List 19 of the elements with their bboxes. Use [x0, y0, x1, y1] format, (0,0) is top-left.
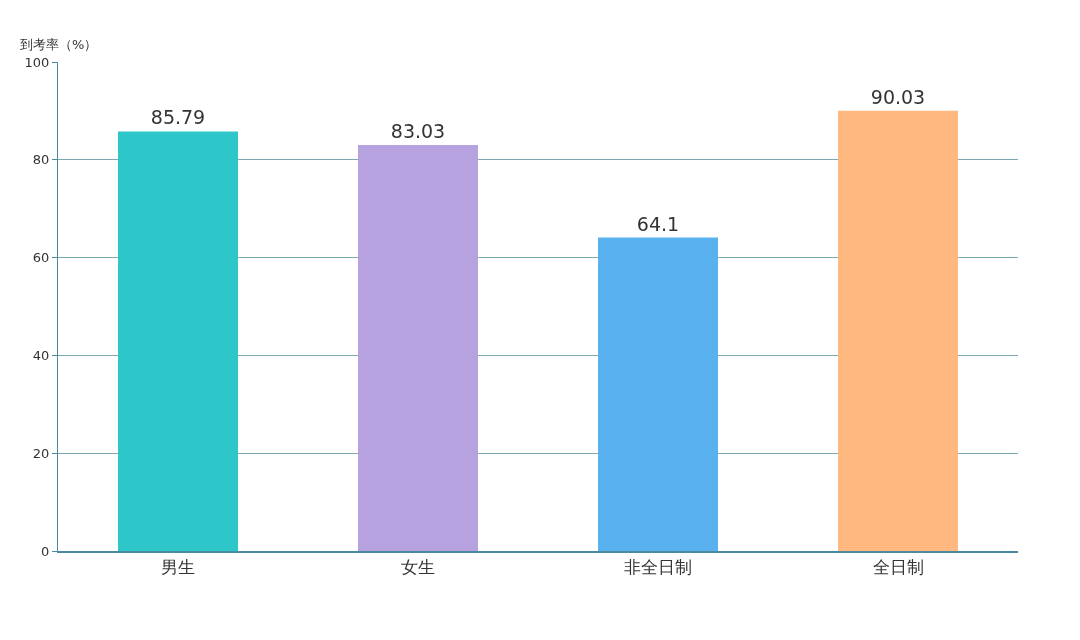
- y-tick-label: 80: [32, 152, 50, 168]
- bar: [598, 237, 718, 551]
- y-tick-label: 0: [41, 543, 50, 559]
- data-label: 83.03: [390, 119, 446, 142]
- y-tick-label: 40: [32, 347, 50, 363]
- x-tick-label: 男生: [161, 557, 195, 578]
- bar: [358, 144, 478, 551]
- data-label: 85.79: [150, 106, 206, 129]
- x-tick-label: 全日制: [872, 557, 924, 578]
- x-tick-label: 非全日制: [624, 557, 692, 578]
- y-tick-label: 20: [32, 445, 50, 461]
- y-tick-label: 60: [32, 250, 50, 266]
- y-axis-title: 到考率（%）: [20, 37, 98, 52]
- data-label: 90.03: [870, 85, 926, 108]
- bar: [838, 110, 958, 551]
- y-tick-label: 100: [24, 54, 50, 70]
- x-tick-label: 女生: [401, 557, 435, 578]
- bar: [118, 131, 238, 551]
- data-label: 64.1: [636, 212, 680, 235]
